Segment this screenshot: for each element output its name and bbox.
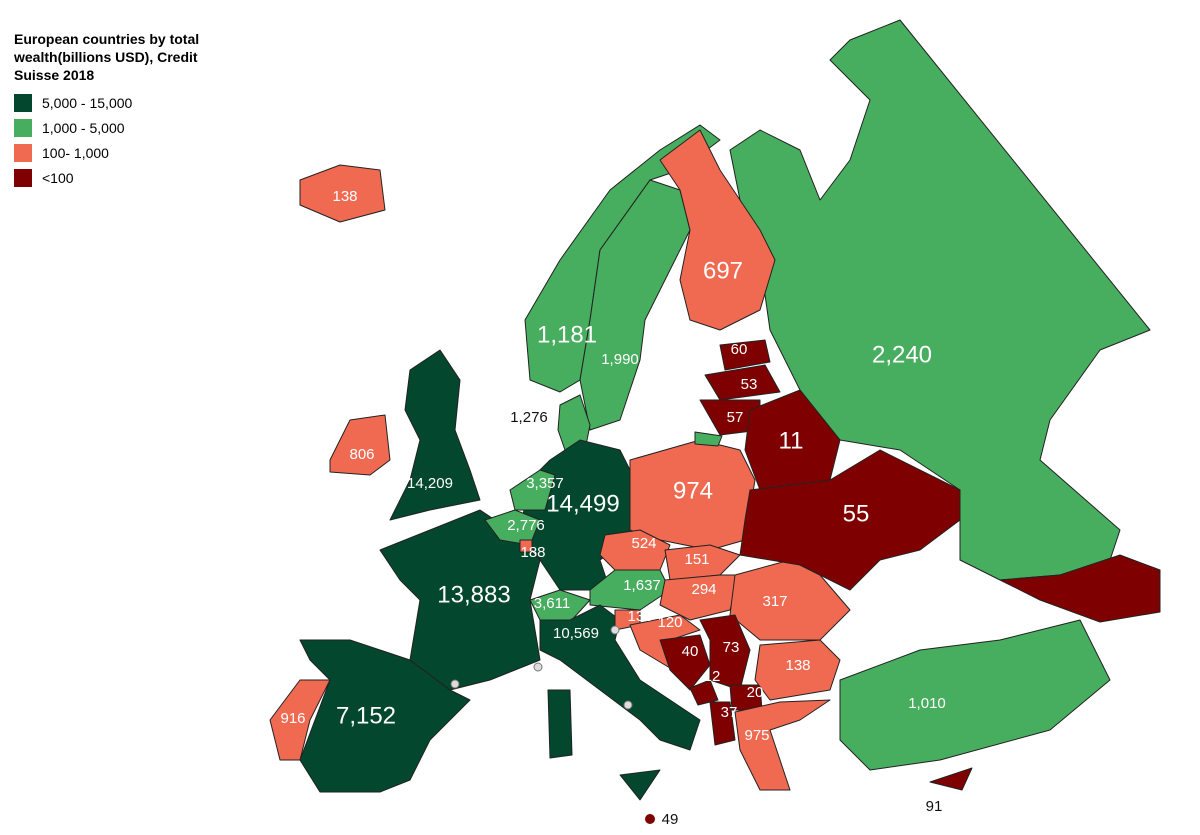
value-label: 151 [684,551,709,568]
value-label: 3,357 [526,475,564,492]
value-label: 524 [631,535,656,552]
legend-item: <100 [14,165,229,190]
legend-item: 5,000 - 15,000 [14,90,229,115]
sweden [579,179,691,431]
montenegro [689,679,719,706]
legend-label: 1,000 - 5,000 [42,119,125,136]
value-label: 916 [280,710,305,727]
value-label: 1,637 [623,577,661,594]
greece [734,699,831,791]
turkey [839,619,1111,771]
value-label: 55 [843,500,870,527]
luxembourg [519,539,533,553]
value-label: 11 [779,427,804,454]
value-label: 188 [520,544,545,561]
legend: European countries by total wealth(billi… [14,30,229,190]
value-label: 13,883 [437,581,510,608]
italy [539,604,701,801]
value-label: 974 [673,477,713,504]
value-label: 60 [731,341,748,358]
value-label: 57 [727,409,744,426]
value-label: 3,611 [534,595,570,612]
value-label: 1,276 [510,409,548,426]
legend-item: 1,000 - 5,000 [14,115,229,140]
value-label: 138 [332,188,357,205]
uk [389,349,481,521]
france [379,509,541,691]
legend-label: 100- 1,000 [42,144,109,161]
legend-swatch [14,168,32,187]
value-label: 12 [704,668,721,685]
iceland [299,164,386,223]
ireland [329,414,391,476]
albania [709,701,736,746]
bulgaria [754,639,841,701]
value-label: 317 [762,593,787,610]
value-label: 14,209 [407,475,453,492]
value-label: 294 [691,581,716,598]
latvia [704,364,781,401]
netherlands [509,469,556,511]
czechia [599,529,671,571]
legend-swatch [14,118,32,137]
belgium [484,509,541,546]
value-label: 138 [785,657,810,674]
legend-label: 5,000 - 15,000 [42,94,133,111]
kaliningrad [694,431,723,447]
legend-label: <100 [42,169,74,186]
value-label: 1,990 [601,351,639,368]
caucasus [999,554,1161,623]
value-label: 91 [926,798,943,815]
value-label: 975 [744,727,769,744]
legend-swatch [14,93,32,112]
value-label: 1,010 [908,695,946,712]
value-label: 20 [747,684,764,701]
microstate-dot [623,700,633,710]
microstate-dot [450,679,460,689]
portugal [269,679,331,761]
switzerland [529,589,591,623]
finland [659,129,776,331]
microstate-dot [533,662,543,672]
slovakia [664,544,741,581]
value-label: 2,240 [872,341,932,368]
value-label: 120 [657,614,682,631]
microstate-dot [610,625,620,635]
value-label: 53 [741,376,758,393]
malta-dot [645,814,655,824]
legend-title: European countries by total wealth(billi… [14,31,200,83]
value-label: 2,776 [507,517,545,534]
value-label: 40 [682,643,699,660]
bosnia [659,634,711,691]
ukraine [739,449,961,591]
value-label: 37 [721,704,738,721]
estonia [719,339,771,371]
value-label: 806 [349,446,374,463]
hungary [659,574,741,621]
legend-swatch [14,143,32,162]
legend-items: 5,000 - 15,000 1,000 - 5,000 100- 1,000 <10… [14,90,229,190]
value-label: 133 [627,608,652,625]
value-label: 14,499 [546,490,619,517]
cyprus [929,767,973,791]
value-label: 697 [703,257,743,284]
legend-item: 100- 1,000 [14,140,229,165]
value-label: 1,181 [537,321,597,348]
value-labels: 138 697 1,181 1,990 2,240 60 53 57 11 1,… [280,188,945,828]
value-label: 49 [662,811,679,828]
value-label: 7,152 [336,702,396,729]
value-label: 10,569 [553,625,599,642]
countries [269,19,1161,824]
value-label: 73 [723,639,740,656]
